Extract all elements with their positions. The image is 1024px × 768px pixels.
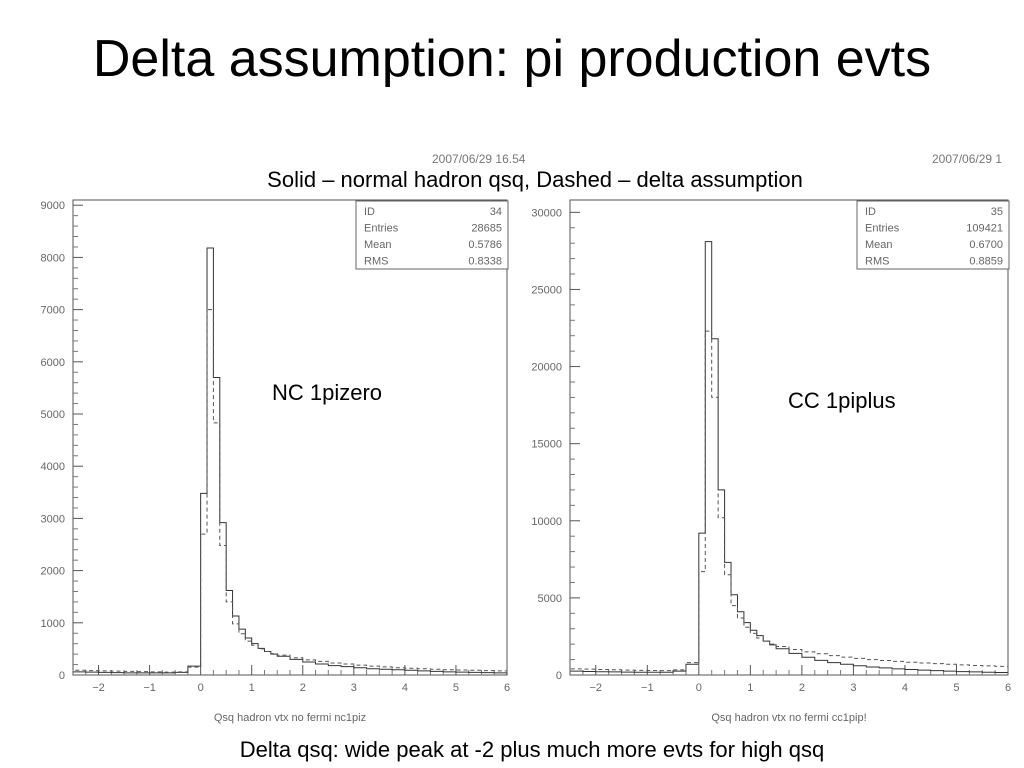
nc-stats-value: 0.8338 — [468, 256, 502, 268]
annotation-cc-1piplus: CC 1piplus — [788, 388, 896, 413]
cc-xtick-label: 4 — [902, 682, 908, 694]
nc-ytick-label: 1000 — [41, 618, 65, 630]
nc-xtick-label: 4 — [402, 682, 408, 694]
nc-xlabel: Qsq hadron vtx no fermi nc1piz — [214, 712, 366, 724]
cc-ytick-label: 15000 — [531, 439, 562, 451]
nc-ytick-label: 0 — [59, 670, 65, 682]
cc-xtick-label: 0 — [696, 682, 702, 694]
cc-stats-value: 109421 — [966, 223, 1003, 235]
nc-xtick-label: −1 — [143, 682, 156, 694]
nc-stats-value: 0.5786 — [468, 239, 502, 251]
slide-subtitle: Solid – normal hadron qsq, Dashed – delt… — [267, 167, 803, 192]
cc-xtick-label: −1 — [641, 682, 654, 694]
annotation-nc-1pizero: NC 1pizero — [272, 380, 383, 405]
nc-ytick-label: 3000 — [41, 513, 65, 525]
nc-plot-frame — [72, 199, 508, 676]
cc-xlabel: Qsq hadron vtx no fermi cc1pip! — [711, 712, 866, 724]
nc-xtick-label: 2 — [300, 682, 306, 694]
cc-ytick-label: 0 — [556, 670, 562, 682]
nc-stats-value: 34 — [490, 206, 502, 218]
cc-series-dashed — [569, 330, 1009, 675]
nc-xtick-label: 5 — [453, 682, 459, 694]
nc-series-dashed — [72, 309, 508, 675]
cc-xtick-label: −2 — [589, 682, 602, 694]
nc-xtick-label: −2 — [92, 682, 105, 694]
slide-title: Delta assumption: pi production evts — [92, 30, 932, 88]
nc-xtick-label: 0 — [198, 682, 204, 694]
nc-ytick-label: 2000 — [41, 566, 65, 578]
cc-ytick-label: 10000 — [531, 516, 562, 528]
cc-stats-label: ID — [865, 206, 876, 218]
slide-footer: Delta qsq: wide peak at -2 plus much mor… — [239, 737, 825, 762]
nc-ytick-label: 9000 — [41, 200, 65, 212]
cc-stats-value: 35 — [991, 206, 1003, 218]
nc-series-solid — [72, 247, 508, 675]
cc-stats-label: Entries — [865, 223, 900, 235]
nc-stats-label: RMS — [364, 256, 388, 268]
nc-ytick-label: 4000 — [41, 461, 65, 473]
cc-stats-label: RMS — [865, 256, 889, 268]
nc-xtick-label: 3 — [351, 682, 357, 694]
cc-xtick-label: 3 — [850, 682, 856, 694]
cc-xtick-label: 2 — [799, 682, 805, 694]
timestamp-left: 2007/06/29 16.54 — [432, 152, 526, 166]
timestamp-right: 2007/06/29 1 — [932, 152, 1003, 166]
nc-ytick-label: 6000 — [41, 357, 65, 369]
cc-stats-box — [856, 200, 1010, 270]
nc-stats-label: Entries — [364, 223, 399, 235]
cc-plot-frame — [569, 199, 1009, 676]
nc-xtick-label: 1 — [249, 682, 255, 694]
cc-xtick-label: 6 — [1005, 682, 1011, 694]
nc-stats-value: 28685 — [471, 223, 502, 235]
nc-ytick-label: 7000 — [41, 305, 65, 317]
cc-stats-label: Mean — [865, 239, 893, 251]
cc-xtick-label: 1 — [747, 682, 753, 694]
nc-stats-label: ID — [364, 206, 375, 218]
nc-stats-label: Mean — [364, 239, 392, 251]
nc-stats-box — [355, 200, 509, 270]
cc-xtick-label: 5 — [953, 682, 959, 694]
nc-ytick-label: 5000 — [41, 409, 65, 421]
nc-ytick-label: 8000 — [41, 252, 65, 264]
cc-ytick-label: 30000 — [531, 207, 562, 219]
cc-ytick-label: 25000 — [531, 284, 562, 296]
cc-ytick-label: 5000 — [538, 593, 562, 605]
cc-stats-value: 0.8859 — [969, 256, 1003, 268]
nc-xtick-label: 6 — [504, 682, 510, 694]
cc-stats-value: 0.6700 — [969, 239, 1003, 251]
cc-ytick-label: 20000 — [531, 362, 562, 374]
cc-series-solid — [569, 241, 1009, 675]
